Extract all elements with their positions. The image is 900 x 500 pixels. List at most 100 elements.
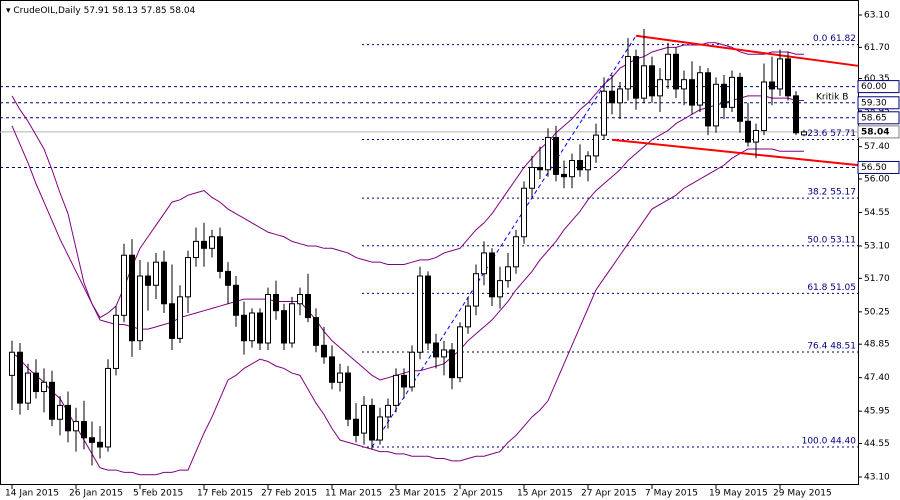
y-tick-label: 47.40 [864, 373, 890, 383]
level-tag [857, 111, 900, 125]
candle-body [425, 275, 431, 344]
candle-body [249, 312, 255, 342]
candle-body [553, 136, 559, 175]
candle-body [433, 342, 439, 358]
candle-body [329, 356, 335, 383]
candle-body [337, 372, 343, 383]
y-tick-label: 51.70 [864, 274, 890, 284]
candle-body [281, 310, 287, 344]
candle-body [369, 404, 375, 441]
candle-body [713, 83, 719, 127]
y-tick-label: 48.85 [864, 340, 890, 350]
band-line [11, 95, 804, 381]
candle-body [97, 441, 103, 448]
header-value: 58.04 [170, 6, 196, 16]
x-tick-label: 17 Feb 2015 [197, 489, 253, 499]
candle-body [9, 351, 15, 376]
candle-body [777, 58, 783, 90]
y-tick-label: 54.55 [864, 208, 890, 218]
candle-body [785, 58, 791, 97]
x-tick-label: 7 May 2015 [645, 489, 698, 499]
x-tick-label: 23 Mar 2015 [389, 489, 446, 499]
candle-body [121, 254, 127, 316]
candle-body [225, 270, 231, 286]
x-tick-label: 11 Mar 2015 [325, 489, 382, 499]
candle-body [593, 134, 599, 157]
trend-line [371, 35, 637, 448]
candle-body [217, 236, 223, 272]
candle-body [17, 351, 23, 404]
candle-body [169, 303, 175, 339]
candle-body [257, 312, 263, 344]
y-tick-label: 61.70 [864, 43, 890, 53]
candle-body [233, 284, 239, 316]
x-tick-label: 27 Feb 2015 [261, 489, 317, 499]
band-line [11, 42, 804, 319]
candle-body [561, 173, 567, 178]
fib-label: 0.0 61.82 [813, 34, 856, 44]
candle-body [697, 72, 703, 106]
candle-body [25, 372, 31, 404]
candle-body [353, 418, 359, 436]
candle-body [113, 314, 119, 369]
candle-body [305, 294, 311, 319]
channel-line [635, 34, 859, 67]
candle-body [241, 314, 247, 342]
candle-body [417, 275, 423, 353]
candle-body [521, 187, 527, 238]
y-tick-label: 44.55 [864, 439, 890, 449]
candle-body [801, 131, 807, 136]
candle-body [625, 56, 631, 90]
candle-body [409, 351, 415, 388]
x-tick-label: 26 Jan 2015 [69, 489, 123, 499]
candle-body [345, 372, 351, 420]
x-tick-label: 15 Apr 2015 [517, 489, 573, 499]
y-tick-label: 43.10 [864, 473, 890, 483]
candle-body [737, 76, 743, 122]
candle-body [577, 160, 583, 171]
candle-body [569, 160, 575, 178]
candle-body [585, 155, 591, 171]
candle-body [761, 81, 767, 131]
candle-body [81, 421, 87, 439]
candle-body [513, 236, 519, 268]
y-tick-label: 50.25 [864, 307, 890, 317]
candle-body [665, 53, 671, 81]
y-tick-label: 53.10 [864, 242, 890, 252]
candle-body [505, 266, 511, 282]
candle-body [393, 374, 399, 406]
plot-frame [0, 0, 859, 485]
candle-body [497, 280, 503, 298]
candle-body [473, 273, 479, 307]
x-tick-label: 29 May 2015 [773, 489, 832, 499]
candle-body [65, 404, 71, 432]
candle-body [705, 72, 711, 127]
candle-body [289, 303, 295, 344]
candle-body [201, 240, 207, 249]
annotation: Kritik B [816, 93, 848, 103]
candle-body [273, 294, 279, 312]
candle-body [793, 95, 799, 134]
candle-body [57, 404, 63, 420]
header-value: 58.13 [112, 6, 138, 16]
candle-body [361, 404, 367, 434]
candle-body [33, 372, 39, 393]
triangle: ▾ [6, 6, 13, 16]
y-tick-label: 45.95 [864, 407, 890, 417]
candle-body [161, 261, 167, 305]
candle-body [457, 326, 463, 379]
candle-body [441, 349, 447, 358]
level-tag [857, 160, 900, 174]
candle-body [657, 79, 663, 97]
candle-body [385, 404, 391, 418]
price-label: 58.04 [861, 127, 889, 137]
fib-label: 38.2 55.17 [807, 188, 856, 198]
level-label: 58.65 [861, 113, 887, 123]
price-tag [857, 125, 900, 139]
plot-area: 0.0 61.82 23.6 57.71 38.2 55.17 50.0 53.11 6… [0, 28, 859, 476]
candle-body [769, 81, 775, 90]
candle-body [41, 381, 47, 393]
symbol: CrudeOIL,Daily [13, 6, 81, 16]
candle-body [153, 261, 159, 286]
